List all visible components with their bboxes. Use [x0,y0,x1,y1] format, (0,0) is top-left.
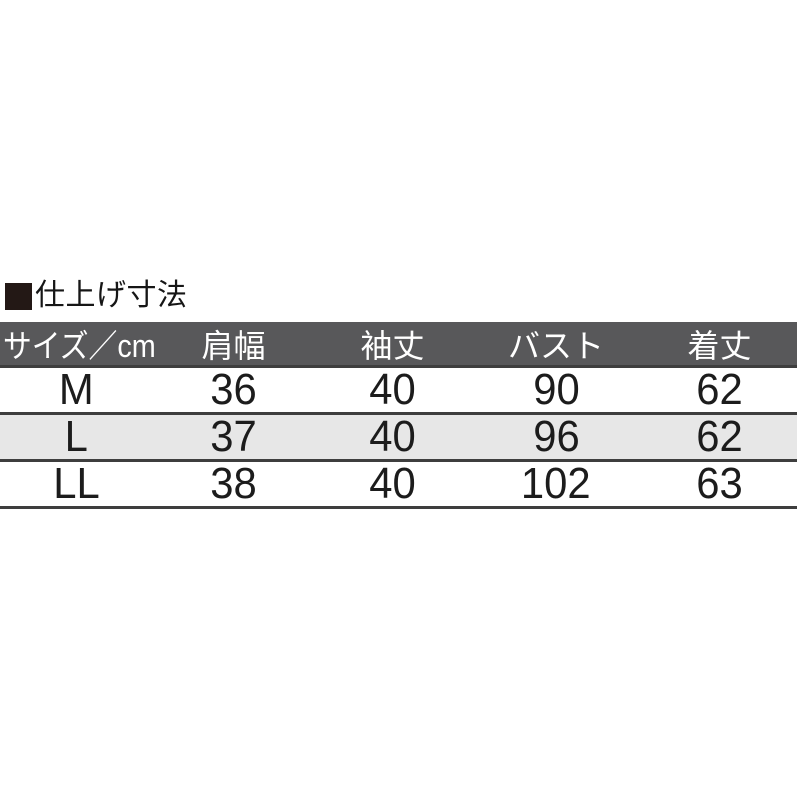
cell-shoulder-width: 36 [210,365,257,414]
table-row-l: L 37 40 96 62 [0,412,797,462]
cell-shoulder-width: 37 [210,412,257,461]
column-header-shoulder-width: 肩幅 [201,327,266,364]
cell-sleeve-length: 40 [369,365,416,414]
table-row-ll: LL 38 40 102 63 [0,459,797,509]
cell-size: M [58,365,94,414]
cell-size: L [64,412,88,461]
column-header-bust: バスト [507,327,604,364]
column-header-size-unit-label: サイズ／cm [3,327,156,364]
cell-sleeve-length: 40 [369,459,416,508]
black-square-icon [5,282,32,310]
cell-bust: 102 [521,459,591,508]
cell-bust: 90 [532,365,580,414]
section-title: 仕上げ寸法 [5,281,188,311]
cell-body-length: 63 [696,459,743,508]
table-header-row: サイズ／cm 肩幅 袖丈 バスト 着丈 [0,322,797,368]
column-header-sleeve-length: 袖丈 [360,327,425,364]
table-row-m: M 36 40 90 62 [0,365,797,415]
cell-shoulder-width: 38 [210,459,257,508]
cell-body-length: 62 [696,412,743,461]
cell-body-length: 62 [696,365,743,414]
size-chart-table: サイズ／cm 肩幅 袖丈 バスト 着丈 M 36 40 90 62 L 37 4… [0,322,797,509]
cell-size: LL [52,459,100,508]
cell-sleeve-length: 40 [369,412,416,461]
column-header-size-unit: サイズ／cm [0,321,156,367]
column-header-body-length: 着丈 [687,327,752,364]
section-title-label: 仕上げ寸法 [35,279,188,312]
cell-bust: 96 [532,412,580,461]
